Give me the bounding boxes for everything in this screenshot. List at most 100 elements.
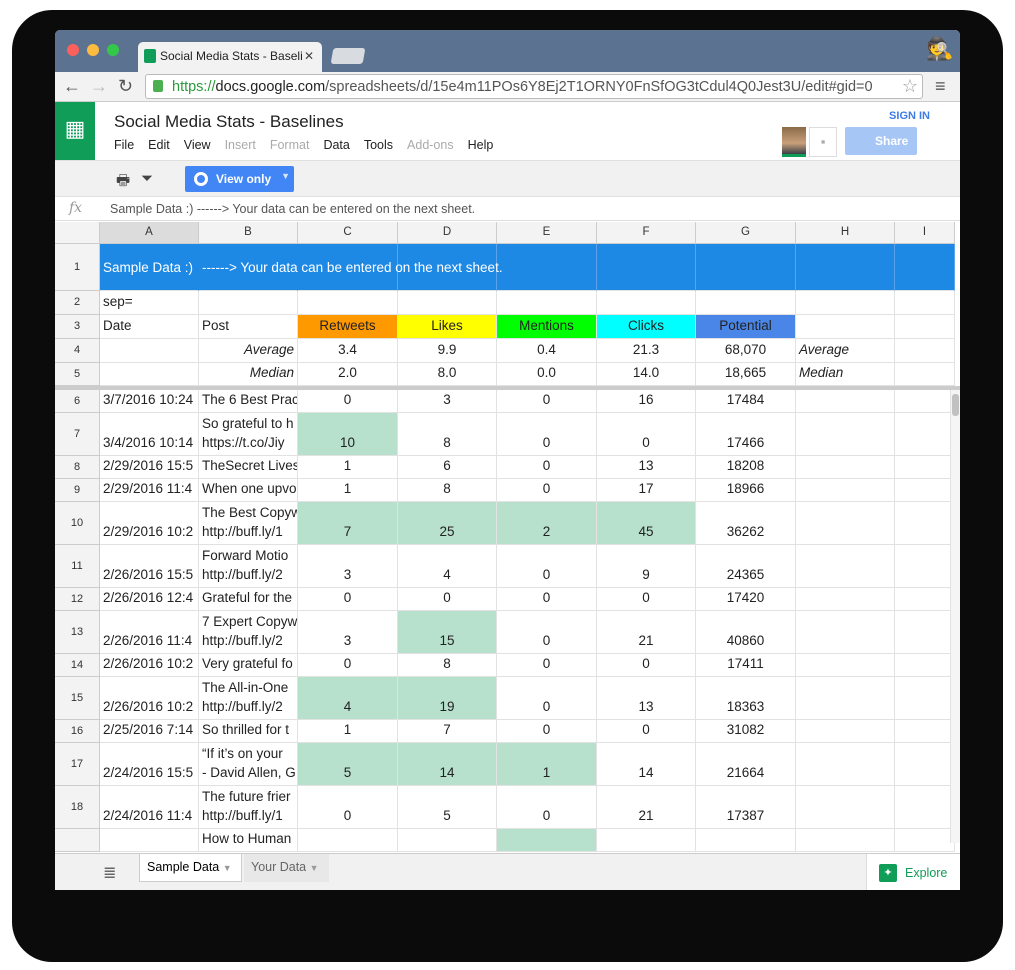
cell-date[interactable]: 3/7/2016 10:24 — [100, 390, 199, 413]
cell-clicks[interactable]: 13 — [597, 677, 696, 720]
cell-clicks[interactable]: 0 — [597, 413, 696, 456]
cell-rt[interactable]: 1 — [298, 479, 398, 502]
cell-f4[interactable]: 21.3 — [597, 339, 696, 363]
cell-i[interactable] — [895, 786, 955, 829]
view-only-button[interactable]: View only ▼ — [185, 166, 294, 192]
column-header-g[interactable]: G — [696, 222, 796, 244]
cell-h[interactable] — [796, 743, 895, 786]
cell-likes[interactable]: 3 — [398, 390, 497, 413]
cell-e5[interactable]: 0.0 — [497, 363, 597, 386]
vertical-scrollbar[interactable] — [950, 390, 960, 843]
sheet-tab-your-data[interactable]: Your Data ▼ — [244, 854, 329, 882]
row-header[interactable]: 15 — [55, 677, 100, 720]
cell-h[interactable] — [796, 502, 895, 545]
cell-potential[interactable]: 40860 — [696, 611, 796, 654]
menu-file[interactable]: File — [114, 138, 135, 152]
zoom-window-button[interactable] — [107, 44, 119, 56]
cell-f2[interactable] — [597, 291, 696, 315]
cell-rt[interactable]: 3 — [298, 611, 398, 654]
cell-clicks[interactable]: 45 — [597, 502, 696, 545]
cell-g1[interactable] — [696, 244, 796, 291]
cell-likes[interactable]: 14 — [398, 743, 497, 786]
minimize-window-button[interactable] — [87, 44, 99, 56]
cell-c3[interactable]: Retweets — [298, 315, 398, 339]
cell-potential[interactable]: 36262 — [696, 502, 796, 545]
cell-clicks[interactable]: 21 — [597, 786, 696, 829]
select-all-corner[interactable] — [55, 222, 100, 244]
cell-h[interactable] — [796, 456, 895, 479]
cell-h[interactable] — [796, 654, 895, 677]
cell-likes[interactable]: 25 — [398, 502, 497, 545]
cell-h3[interactable] — [796, 315, 895, 339]
cell-h[interactable] — [796, 611, 895, 654]
cell-post[interactable]: TheSecret Lives — [199, 456, 298, 479]
print-icon[interactable]: 🖶 — [116, 172, 131, 189]
cell-mentions[interactable]: 0 — [497, 413, 597, 456]
explore-button[interactable]: ✦ Explore — [866, 854, 960, 890]
cell-e1[interactable] — [497, 244, 597, 291]
cell-h[interactable] — [796, 545, 895, 588]
cell-clicks[interactable]: 0 — [597, 654, 696, 677]
cell-mentions[interactable] — [497, 829, 597, 852]
cell-h4[interactable]: Average — [796, 339, 895, 363]
cell-date[interactable] — [100, 829, 199, 852]
row-header[interactable]: 14 — [55, 654, 100, 677]
cell-g3[interactable]: Potential — [696, 315, 796, 339]
cell-mentions[interactable]: 0 — [497, 720, 597, 743]
cell-potential[interactable]: 17387 — [696, 786, 796, 829]
cell-likes[interactable]: 7 — [398, 720, 497, 743]
cell-potential[interactable]: 17484 — [696, 390, 796, 413]
cell-h[interactable] — [796, 588, 895, 611]
cell-post[interactable]: Grateful for the — [199, 588, 298, 611]
row-header[interactable]: 12 — [55, 588, 100, 611]
cell-a5[interactable] — [100, 363, 199, 386]
cell-rt[interactable]: 1 — [298, 720, 398, 743]
cell-e2[interactable] — [497, 291, 597, 315]
cell-b2[interactable] — [199, 291, 298, 315]
cell-d1[interactable] — [398, 244, 497, 291]
cell-post[interactable]: 7 Expert Copyw http://buff.ly/2 — [199, 611, 298, 654]
menu-data[interactable]: Data — [323, 138, 350, 152]
cell-rt[interactable]: 10 — [298, 413, 398, 456]
cell-i[interactable] — [895, 479, 955, 502]
cell-i5[interactable] — [895, 363, 955, 386]
cell-date[interactable]: 2/25/2016 7:14 — [100, 720, 199, 743]
cell-mentions[interactable]: 0 — [497, 479, 597, 502]
cell-i[interactable] — [895, 502, 955, 545]
cell-likes[interactable]: 8 — [398, 654, 497, 677]
cell-d3[interactable]: Likes — [398, 315, 497, 339]
row-header[interactable]: 3 — [55, 315, 100, 339]
cell-post[interactable]: The Best Copyw http://buff.ly/1 — [199, 502, 298, 545]
cell-b5[interactable]: Median — [199, 363, 298, 386]
cell-post[interactable]: “If it’s on your - David Allen, G — [199, 743, 298, 786]
cell-c5[interactable]: 2.0 — [298, 363, 398, 386]
row-header[interactable]: 2 — [55, 291, 100, 315]
cell-h2[interactable] — [796, 291, 895, 315]
comments-icon[interactable]: ▪ — [809, 127, 837, 157]
cell-i[interactable] — [895, 611, 955, 654]
sheet-tab-sample-data[interactable]: Sample Data ▼ — [139, 854, 242, 882]
row-header[interactable]: 7 — [55, 413, 100, 456]
cell-rt[interactable] — [298, 829, 398, 852]
menu-tools[interactable]: Tools — [363, 138, 394, 152]
cell-a2[interactable]: sep= — [100, 291, 199, 315]
column-header-b[interactable]: B — [199, 222, 298, 244]
menu-view[interactable]: View — [183, 138, 211, 152]
cell-h[interactable] — [796, 720, 895, 743]
cell-b3[interactable]: Post — [199, 315, 298, 339]
cell-rt[interactable]: 0 — [298, 654, 398, 677]
cell-post[interactable]: So thrilled for t — [199, 720, 298, 743]
cell-potential[interactable]: 17411 — [696, 654, 796, 677]
cell-d5[interactable]: 8.0 — [398, 363, 497, 386]
cell-i[interactable] — [895, 829, 955, 852]
sign-in-link[interactable]: SIGN IN — [889, 110, 930, 122]
cell-date[interactable]: 2/26/2016 10:2 — [100, 654, 199, 677]
sheets-logo-icon[interactable]: ▦ — [55, 102, 95, 160]
close-window-button[interactable] — [67, 44, 79, 56]
cell-date[interactable]: 2/29/2016 15:5 — [100, 456, 199, 479]
cell-i4[interactable] — [895, 339, 955, 363]
cell-h[interactable] — [796, 479, 895, 502]
new-tab-button[interactable] — [330, 48, 366, 64]
cell-mentions[interactable]: 2 — [497, 502, 597, 545]
column-header-a[interactable]: A — [100, 222, 199, 244]
